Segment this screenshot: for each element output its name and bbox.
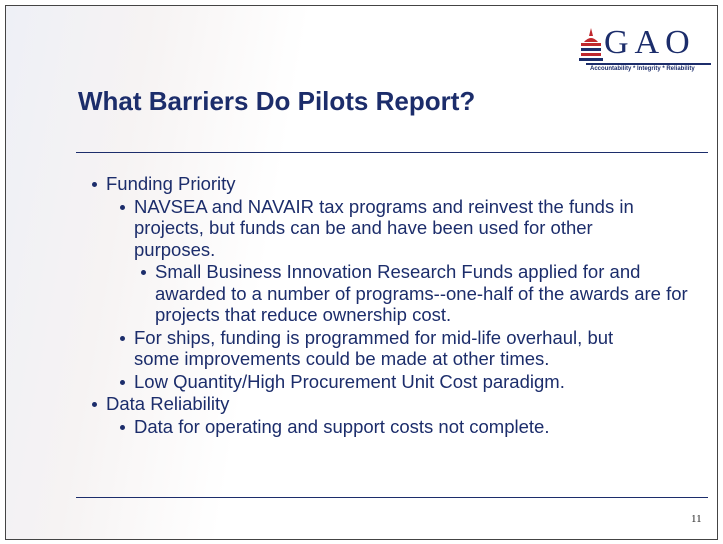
bullet: Funding Priority	[92, 173, 696, 195]
logo-bar	[586, 63, 711, 65]
bullet: Data Reliability	[92, 393, 696, 415]
bullet: NAVSEA and NAVAIR tax programs and reinv…	[120, 196, 659, 261]
bullet: Low Quantity/High Procurement Unit Cost …	[120, 371, 659, 393]
logo-tagline: Accountability * Integrity * Reliability	[590, 66, 695, 72]
page-number: 11	[691, 513, 702, 525]
bullet: Small Business Innovation Research Funds…	[141, 261, 700, 326]
slide: GAO Accountability * Integrity * Reliabi…	[5, 5, 718, 540]
logo-text: GAO	[604, 24, 696, 61]
bullet-list: Funding Priority NAVSEA and NAVAIR tax pr…	[6, 172, 700, 437]
logo-icon	[579, 28, 603, 61]
rule	[76, 152, 708, 153]
rule	[76, 497, 708, 498]
slide-title: What Barriers Do Pilots Report?	[78, 86, 476, 116]
bullet: For ships, funding is programmed for mid…	[120, 327, 659, 370]
bullet: Data for operating and support costs not…	[120, 416, 659, 438]
